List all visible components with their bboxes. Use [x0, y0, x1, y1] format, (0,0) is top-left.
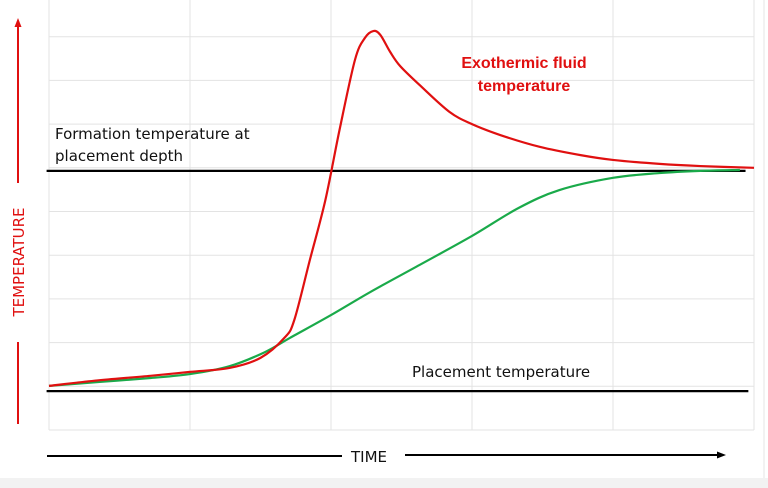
- reference-lines: [46, 169, 749, 393]
- y-axis-label: TEMPERATURE: [10, 207, 28, 317]
- arrow-right-icon: [717, 451, 726, 459]
- formation-label-line1: Formation temperature at: [55, 125, 250, 143]
- exothermic-fluid-temperature-line: [48, 29, 755, 387]
- green-temperature-line: [48, 168, 740, 387]
- arrow-up-icon: [14, 18, 22, 27]
- y-axis-arrow: TEMPERATURE: [10, 18, 28, 424]
- exothermic-label-line1: Exothermic fluid: [461, 55, 586, 72]
- series: [48, 29, 755, 387]
- x-axis-arrow: TIME: [47, 448, 726, 466]
- exothermic-label-line2: temperature: [478, 78, 571, 95]
- formation-label-line2: placement depth: [55, 147, 183, 165]
- bottom-strip: [0, 478, 768, 488]
- x-axis-label: TIME: [350, 448, 387, 466]
- placement-label: Placement temperature: [412, 363, 590, 381]
- grid: [48, 0, 755, 431]
